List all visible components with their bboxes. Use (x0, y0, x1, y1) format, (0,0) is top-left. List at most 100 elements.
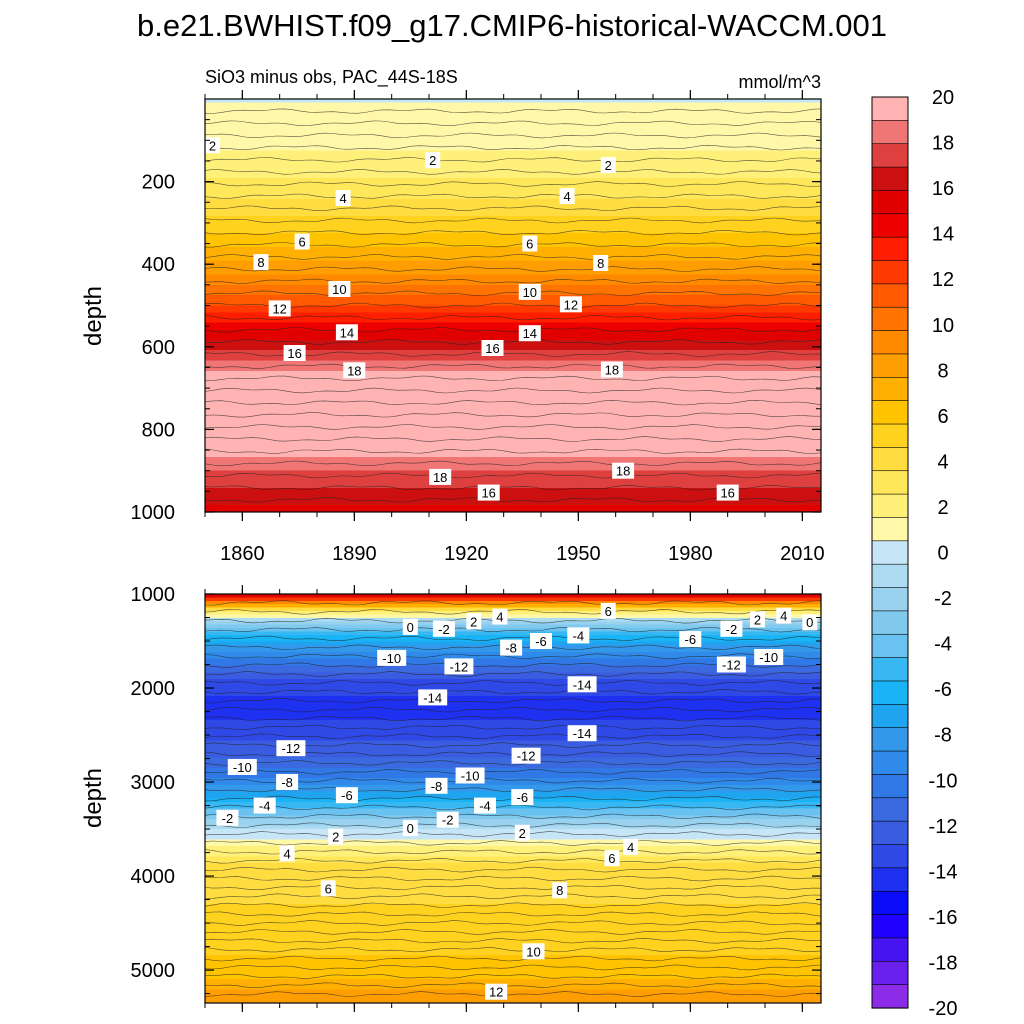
contour-label-box (593, 255, 609, 271)
contour-label: 4 (776, 607, 792, 624)
colorbar-label: -2 (934, 588, 952, 610)
contour-label: 10 (522, 943, 545, 960)
contour-line (204, 339, 822, 345)
contour-label: 4 (279, 845, 295, 862)
contour-label-text: -12 (282, 741, 301, 756)
contour-label-box (679, 631, 702, 648)
contour-line (205, 973, 822, 979)
upper-panel: 2 2 2 4 4 6 6 8 8 10 10 12 12 14 14 16 16 18 18 18 18 16 16 20… (80, 90, 825, 565)
contour-line (204, 314, 822, 321)
contour-label: -10 (455, 767, 485, 784)
contour-label: 2 (750, 611, 765, 628)
contour-label-text: 2 (332, 830, 339, 845)
contour-label-text: 2 (470, 614, 477, 629)
contour-label: 2 (514, 824, 530, 841)
contour-label-text: 10 (523, 285, 537, 300)
contour-line (204, 947, 822, 953)
contour-line (204, 733, 822, 740)
y-tick-label: 2000 (131, 678, 176, 700)
contour-label-box (432, 620, 455, 637)
contour-label-text: 8 (597, 256, 604, 271)
contour-label: -4 (253, 797, 276, 814)
chart-title: b.e21.BWHIST.f09_g17.CMIP6-historical-WA… (137, 8, 887, 43)
colorbar-label: 18 (932, 133, 954, 155)
colorbar-label: -8 (934, 725, 952, 747)
contour-line (204, 351, 822, 357)
x-tick-label: 1950 (556, 543, 601, 565)
contour-line (204, 617, 822, 624)
contour-label: -8 (500, 639, 523, 656)
contour-label-box (802, 614, 818, 631)
y-tick-label: 4000 (131, 866, 176, 888)
contour-label-box (268, 300, 291, 317)
contour-line (204, 849, 822, 855)
contour-label: 4 (492, 608, 508, 625)
contour-label-text: -10 (382, 651, 401, 666)
contour-label: -4 (567, 627, 590, 644)
contour-label-text: 16 (481, 486, 495, 501)
colorbar-box (871, 937, 909, 962)
contour-label: 0 (402, 618, 418, 635)
contour-label-box (567, 627, 590, 644)
colorbar-label: 8 (937, 360, 948, 382)
contour-line (204, 169, 822, 175)
colorbar-box (871, 704, 909, 729)
contour-label-box (328, 828, 344, 845)
colorbar-box (871, 633, 909, 659)
contour-label-text: 18 (616, 464, 630, 479)
contour-label: -12 (716, 656, 746, 673)
contour-label-text: 2 (605, 158, 612, 173)
contour-label-box (253, 797, 276, 814)
contour-label-box (294, 233, 310, 250)
contour-label: -2 (720, 620, 743, 637)
contour-label-box (522, 943, 545, 960)
colorbar-box (871, 470, 909, 495)
contour-label-text: 16 (720, 486, 734, 501)
contour-label-text: 4 (780, 609, 787, 624)
contour-label: 16 (716, 484, 739, 501)
colorbar-box (871, 820, 909, 846)
colorbar-box (871, 984, 909, 1009)
colorbar-box (871, 680, 909, 705)
contour-label: 18 (612, 462, 635, 479)
contour-line (204, 254, 822, 260)
contour-line (204, 689, 822, 695)
contour-label-box (485, 983, 508, 1000)
contour-line (204, 893, 822, 900)
contour-label-text: -4 (573, 628, 585, 643)
colorbar-label: -10 (929, 770, 958, 792)
contour-label-text: -6 (517, 790, 529, 805)
contour-label-box (444, 658, 474, 675)
contour-label: 16 (481, 340, 504, 356)
colorbar-label: -20 (929, 998, 958, 1020)
contour-line (204, 822, 822, 828)
colorbar-label: -12 (929, 816, 958, 838)
contour-label-box (436, 811, 459, 828)
contour-label: -6 (335, 787, 358, 804)
contour-line (204, 120, 822, 127)
contour-label-text: 6 (608, 851, 615, 866)
contour-line (204, 436, 822, 442)
contour-label-text: -10 (461, 769, 480, 784)
colorbar: 20181614121086420-2-4-6-8-10-12-14-16-18… (871, 87, 958, 1020)
contour-label-text: 0 (806, 615, 813, 630)
colorbar-box (871, 213, 909, 238)
contour-line (204, 929, 822, 935)
contour-label: -12 (511, 747, 541, 764)
contour-line (204, 857, 822, 864)
colorbar-box (871, 797, 909, 822)
contour-label: -10 (227, 759, 257, 775)
contour-label-text: -14 (573, 677, 592, 692)
colorbar-box (871, 377, 909, 402)
colorbar-label: 2 (937, 497, 948, 519)
contour-line (204, 217, 822, 224)
contour-label-box (716, 656, 746, 673)
contour-label: -12 (276, 740, 306, 757)
contour-label-text: -10 (759, 650, 778, 665)
contour-label-box (750, 611, 765, 628)
contour-label: -6 (530, 633, 552, 649)
contour-label-text: -12 (450, 659, 469, 674)
contour-label: -14 (567, 725, 597, 742)
colorbar-box (871, 540, 909, 565)
y-tick-label: 1000 (131, 502, 176, 524)
